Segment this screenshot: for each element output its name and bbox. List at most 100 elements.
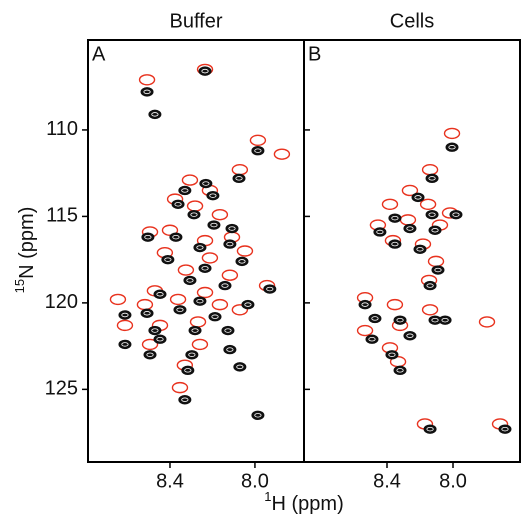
peak-contour <box>144 234 152 240</box>
peak <box>185 350 199 360</box>
peak <box>199 178 213 189</box>
peak-contour <box>221 283 229 288</box>
peak <box>232 173 246 184</box>
peak-contour <box>235 176 243 181</box>
peak <box>221 325 235 336</box>
peak-contour <box>143 311 151 316</box>
peak-contour <box>121 342 129 347</box>
peak <box>249 134 267 147</box>
x-tick-label: 8.4 <box>373 470 401 492</box>
peak <box>393 365 407 376</box>
peak <box>478 316 496 328</box>
peak-contour <box>254 413 262 418</box>
peak-contour <box>186 278 194 283</box>
peak <box>423 424 437 434</box>
peak <box>419 198 437 211</box>
peak <box>183 275 197 286</box>
peak <box>381 198 399 211</box>
peak-contour <box>414 195 422 200</box>
peak-contour <box>176 307 184 313</box>
peak-contour <box>211 314 219 319</box>
peak-contour <box>236 364 244 370</box>
peak <box>208 312 222 322</box>
peak <box>193 296 207 306</box>
peak <box>211 298 229 311</box>
peak-contour <box>238 259 246 264</box>
peak <box>178 395 192 405</box>
peak <box>241 299 255 310</box>
peak <box>365 334 379 344</box>
peak <box>427 255 445 268</box>
peak-contour <box>266 286 274 292</box>
peak-contour <box>156 292 164 297</box>
peak <box>171 199 185 210</box>
peak-contour <box>184 368 192 373</box>
peak <box>385 350 399 360</box>
peak <box>438 315 452 325</box>
peak-contour <box>190 212 198 217</box>
peak <box>403 223 417 234</box>
peak-contour <box>181 397 189 402</box>
peak <box>218 280 232 291</box>
peak <box>225 223 239 234</box>
peak-contour <box>391 241 399 247</box>
peak <box>443 127 461 140</box>
peak <box>413 244 427 254</box>
peak-contour <box>406 333 414 338</box>
peak <box>207 220 221 230</box>
peak-contour <box>196 298 204 304</box>
peak-contour <box>396 317 404 323</box>
peak-contour <box>376 229 384 235</box>
peak-contour <box>164 257 172 262</box>
peak <box>138 74 156 86</box>
peak <box>425 173 439 184</box>
peak-contour <box>196 245 204 250</box>
peak <box>445 142 459 152</box>
peak <box>223 239 237 249</box>
peak-contour <box>388 352 396 357</box>
peak <box>223 344 237 355</box>
peak <box>423 280 437 291</box>
peak <box>358 299 372 310</box>
peak-contour <box>226 347 234 352</box>
peak <box>431 265 445 275</box>
y-tick-label: 115 <box>46 205 78 227</box>
peak-contour <box>181 188 189 193</box>
peak <box>109 293 127 306</box>
x-tick-label: 8.4 <box>156 470 184 492</box>
peak-contour <box>396 368 404 373</box>
peak-contour <box>202 181 210 186</box>
peak <box>193 242 207 253</box>
peak <box>449 209 463 220</box>
peak <box>186 200 204 212</box>
peak-contour <box>201 266 209 271</box>
peak <box>181 174 199 186</box>
peak <box>263 284 277 294</box>
peak <box>177 264 195 276</box>
peak-contour <box>143 89 151 95</box>
y-axis-title-text: N (ppm) <box>16 207 38 279</box>
peak <box>141 338 159 351</box>
peak <box>153 289 167 299</box>
peak-contour <box>188 352 196 357</box>
peak-contour <box>441 317 449 323</box>
peak <box>393 315 407 325</box>
peak-contour <box>146 352 154 357</box>
peak-contour <box>228 226 236 231</box>
peak <box>153 334 167 344</box>
peak <box>251 410 265 421</box>
peak <box>386 298 404 311</box>
peak-contour <box>428 212 436 217</box>
peak-contour <box>391 215 399 221</box>
peak <box>181 365 195 376</box>
peak <box>403 331 417 341</box>
peak-contour <box>452 212 460 217</box>
peak <box>141 232 155 242</box>
peak-contour <box>172 234 180 240</box>
peak <box>148 109 162 120</box>
peak <box>171 381 189 394</box>
peak <box>169 293 187 306</box>
peak <box>421 304 439 316</box>
peak <box>373 227 387 237</box>
